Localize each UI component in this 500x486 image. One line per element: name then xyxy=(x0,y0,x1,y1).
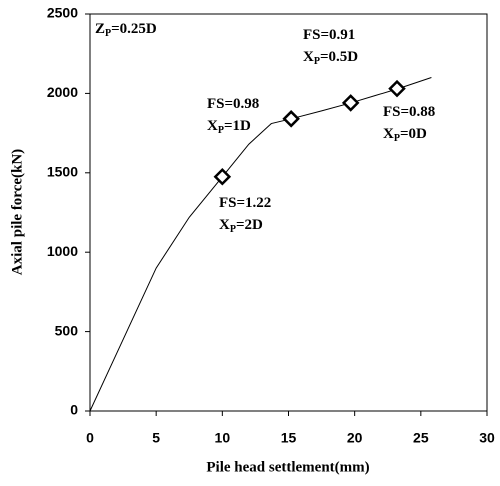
annotation-part: =0.5D xyxy=(320,49,358,65)
data-marker xyxy=(213,168,232,186)
annotation-part: X xyxy=(383,126,394,142)
annotation: FS=0.88 xyxy=(383,104,435,120)
annotation-part: P xyxy=(314,56,320,67)
data-marker xyxy=(282,110,300,128)
annotation-part: X xyxy=(207,118,218,134)
annotation-part: P xyxy=(218,125,224,136)
data-marker xyxy=(341,94,360,112)
x-tick-label: 30 xyxy=(479,430,495,446)
y-axis-title: Axial pile force(kN) xyxy=(9,149,25,275)
annotation-part: =0.25D xyxy=(111,21,157,37)
x-tick-label: 20 xyxy=(347,430,363,446)
data-line xyxy=(89,77,432,412)
y-tick-label: 2000 xyxy=(47,84,78,100)
annotation-part: P xyxy=(394,133,400,144)
annotation-part: P xyxy=(105,28,111,39)
data-marker xyxy=(388,79,406,98)
annotation-part: X xyxy=(303,49,314,65)
annotation: XP=1D xyxy=(207,118,251,136)
y-tick-label: 1000 xyxy=(47,243,78,259)
x-tick-label: 25 xyxy=(413,430,429,446)
annotation-part: =2D xyxy=(236,217,263,233)
plot-frame xyxy=(89,13,488,412)
annotation-part: =0D xyxy=(400,126,427,142)
x-axis-title: Pile head settlement(mm) xyxy=(206,459,369,475)
annotation-part: X xyxy=(219,217,230,233)
annotation: FS=0.98 xyxy=(207,96,259,112)
annotation-part: Z xyxy=(95,21,105,37)
x-tick-label: 5 xyxy=(152,430,160,446)
annotation-part: FS=0.98 xyxy=(207,96,259,112)
annotation: XP=0.5D xyxy=(303,49,358,67)
y-tick-label: 500 xyxy=(55,322,79,338)
annotation: XP=2D xyxy=(219,217,263,235)
y-tick-label: 2500 xyxy=(47,5,78,21)
x-tick-label: 15 xyxy=(281,430,297,446)
annotation: FS=1.22 xyxy=(219,195,271,211)
y-tick-label: 1500 xyxy=(47,164,78,180)
annotation-part: FS=0.91 xyxy=(303,27,355,43)
x-tick-label: 10 xyxy=(215,430,231,446)
annotation: XP=0D xyxy=(383,126,427,144)
y-tick-label: 0 xyxy=(70,402,78,418)
annotation-part: =1D xyxy=(224,118,251,134)
annotation-part: FS=1.22 xyxy=(219,195,271,211)
annotation-part: P xyxy=(230,224,236,235)
annotation: ZP=0.25D xyxy=(95,21,157,39)
x-tick-label: 0 xyxy=(86,430,94,446)
annotation: FS=0.91 xyxy=(303,27,355,43)
annotation-part: FS=0.88 xyxy=(383,104,435,120)
